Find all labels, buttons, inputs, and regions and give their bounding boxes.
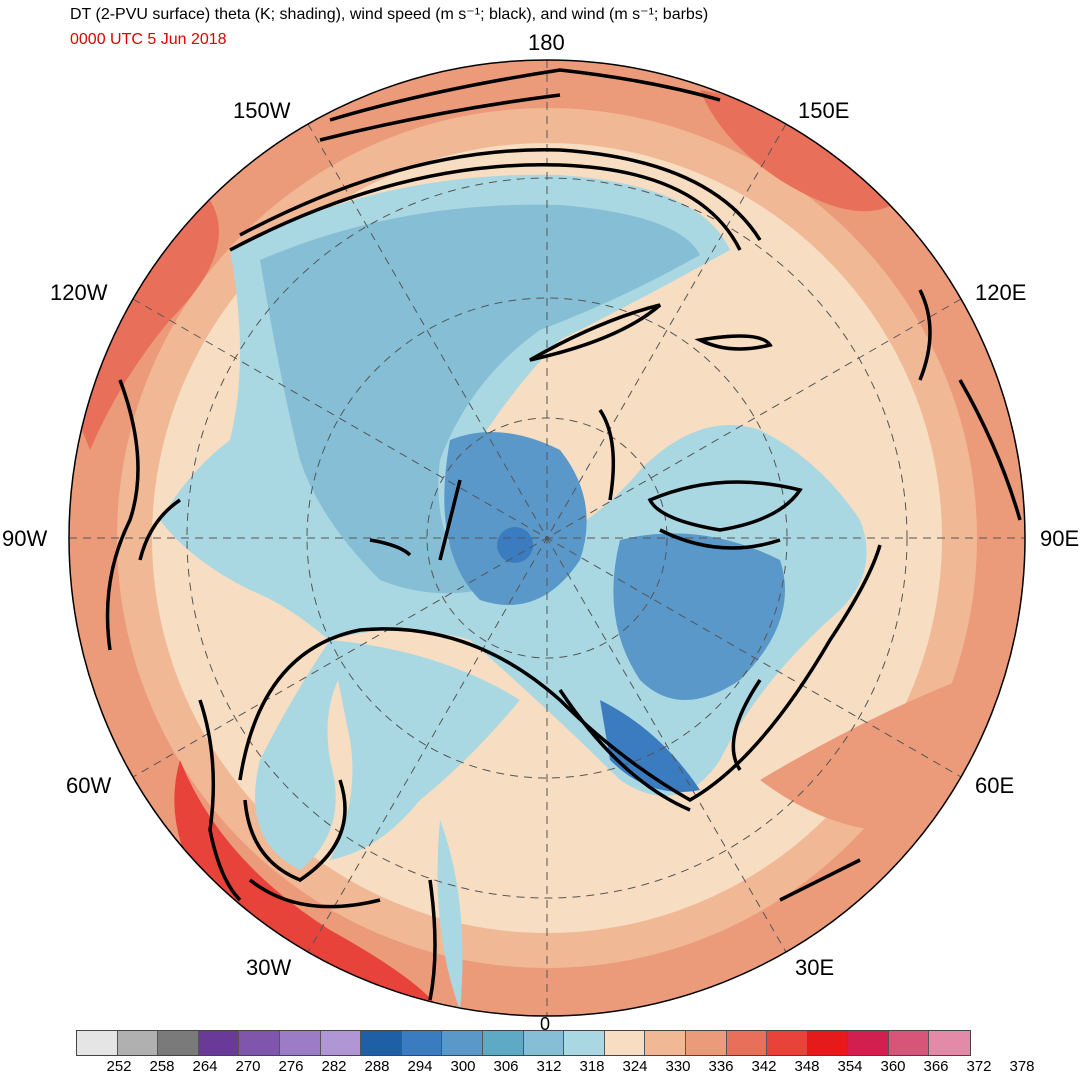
- colorbar-tick-label: 258: [149, 1058, 175, 1075]
- colorbar-swatch: [888, 1031, 930, 1055]
- graticule: [69, 60, 1025, 1016]
- colorbar-swatch: [848, 1031, 889, 1055]
- lon-label-90e: 90E: [1040, 526, 1080, 551]
- colorbar: [76, 1030, 972, 1056]
- colorbar-swatch: [807, 1031, 849, 1055]
- colorbar-tick-label: 252: [106, 1058, 132, 1075]
- colorbar-swatch: [482, 1031, 524, 1055]
- colorbar-swatch: [198, 1031, 240, 1055]
- colorbar-tick-label: 342: [751, 1058, 777, 1075]
- colorbar-tick-label: 312: [536, 1058, 562, 1075]
- colorbar-tick-label: 318: [579, 1058, 605, 1075]
- colorbar-swatch: [158, 1031, 199, 1055]
- lon-label-90w: 90W: [2, 526, 48, 551]
- chart-title: DT (2-PVU surface) theta (K; shading), w…: [70, 6, 709, 23]
- colorbar-swatch: [361, 1031, 402, 1055]
- colorbar-swatch: [767, 1031, 808, 1055]
- colorbar-tick-label: 276: [278, 1058, 304, 1075]
- colorbar-tick-label: 366: [923, 1058, 949, 1075]
- colorbar-tick-label: 282: [321, 1058, 347, 1075]
- colorbar-swatch: [726, 1031, 768, 1055]
- lon-label-0: 0: [540, 1014, 551, 1034]
- map-boundary: [68, 59, 1026, 1017]
- colorbar-tick-label: 360: [880, 1058, 906, 1075]
- lon-label-180: 180: [528, 30, 565, 55]
- colorbar-swatch: [442, 1031, 483, 1055]
- colorbar-tick-label: 288: [364, 1058, 390, 1075]
- valid-time: 0000 UTC 5 Jun 2018: [70, 31, 227, 48]
- colorbar-tick-label: 354: [837, 1058, 863, 1075]
- colorbar-tick-label: 306: [493, 1058, 519, 1075]
- colorbar-swatch: [77, 1031, 118, 1055]
- colorbar-swatch: [685, 1031, 727, 1055]
- wind-speed-contours: [105, 68, 1022, 1001]
- colorbar-tick-label: 378: [1009, 1058, 1035, 1075]
- colorbar-swatch: [279, 1031, 321, 1055]
- colorbar-tick-label: 372: [966, 1058, 992, 1075]
- colorbar-tick-label: 324: [622, 1058, 648, 1075]
- colorbar-tick-label: 294: [407, 1058, 433, 1075]
- colorbar-tick-label: 264: [192, 1058, 218, 1075]
- colorbar-tick-label: 300: [450, 1058, 476, 1075]
- colorbar-swatch: [239, 1031, 280, 1055]
- colorbar-ticks: 252 258 264 270 276 282 288 294 300 306 312 318 324 3…: [76, 1058, 1034, 1076]
- lon-label-120w: 120W: [50, 280, 108, 305]
- lon-label-30e: 30E: [795, 955, 835, 980]
- colorbar-tick-label: 330: [665, 1058, 691, 1075]
- colorbar-swatch: [117, 1031, 159, 1055]
- colorbar-swatch: [523, 1031, 565, 1055]
- colorbar-tick-label: 348: [794, 1058, 820, 1075]
- colorbar-swatch: [604, 1031, 646, 1055]
- lon-label-150e: 150E: [798, 98, 850, 123]
- colorbar-tick-label: 270: [235, 1058, 261, 1075]
- lon-label-150w: 150W: [233, 98, 291, 123]
- colorbar-swatch: [645, 1031, 686, 1055]
- lon-label-60e: 60E: [975, 773, 1015, 798]
- colorbar-tick-label: 336: [708, 1058, 734, 1075]
- colorbar-swatch: [564, 1031, 605, 1055]
- lon-label-120e: 120E: [975, 280, 1027, 305]
- colorbar-swatch: [929, 1031, 971, 1055]
- lon-label-30w: 30W: [246, 955, 292, 980]
- lon-label-60w: 60W: [66, 773, 112, 798]
- colorbar-swatch: [320, 1031, 362, 1055]
- colorbar-swatch: [401, 1031, 443, 1055]
